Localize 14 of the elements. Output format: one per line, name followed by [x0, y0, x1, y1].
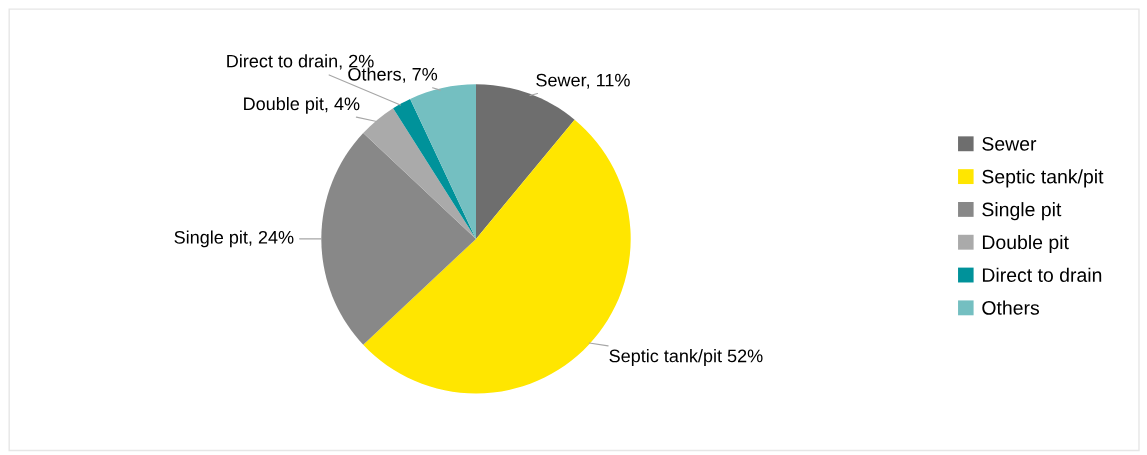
legend-label: Direct to drain: [982, 267, 1102, 282]
data-label: Single pit, 24%: [174, 230, 294, 248]
pie-slice: [393, 98, 476, 239]
data-label: Others, 7%: [348, 67, 438, 83]
data-label: Septic tank/pit 52%: [609, 349, 763, 366]
legend-label: Sewer: [982, 136, 1037, 151]
pie-slice: [410, 84, 476, 239]
pie-slice: [321, 132, 476, 345]
legend-label: Double pit: [982, 234, 1069, 254]
data-label: Double pit, 4%: [244, 96, 360, 114]
data-label: Sewer, 11%: [536, 73, 630, 89]
legend-label: Septic tank/pit: [982, 169, 1104, 188]
legend-label: Others: [982, 300, 1040, 315]
legend-label: Single pit: [982, 202, 1062, 221]
